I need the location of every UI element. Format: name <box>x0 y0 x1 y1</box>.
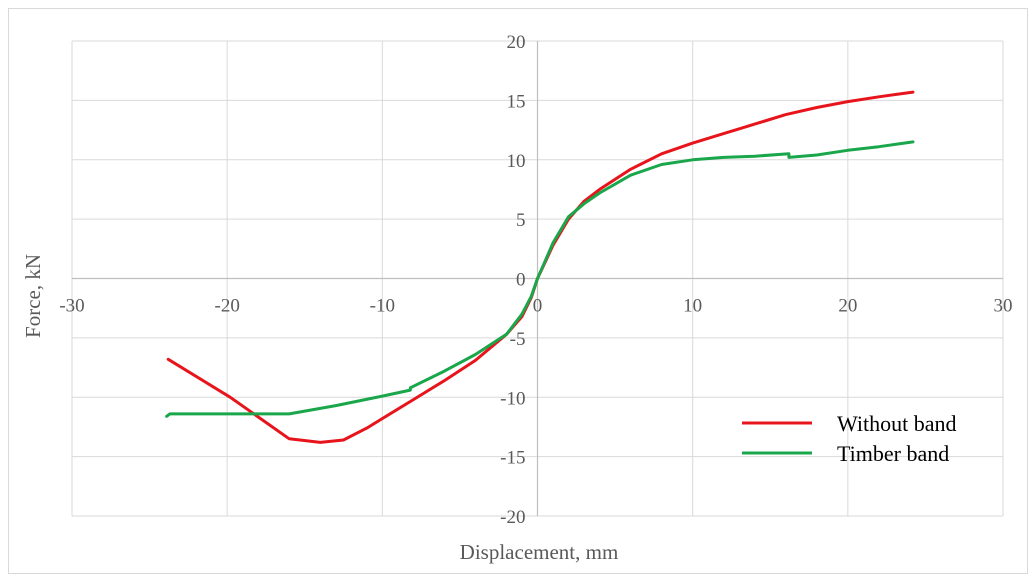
y-axis-title: Force, kN <box>21 254 45 338</box>
series-layer <box>165 90 915 444</box>
chart-frame <box>8 8 1028 574</box>
x-tick-label: -20 <box>215 296 240 317</box>
y-tick-label: -20 <box>500 507 525 528</box>
y-tick-label: 20 <box>507 32 526 53</box>
tick-labels: -30 -20 -10 0 10 20 30 -20 -15 -10 -5 0 5 10 15 20 <box>59 32 1012 528</box>
x-tick-label: 20 <box>838 296 857 317</box>
x-tick-label: -10 <box>370 296 395 317</box>
y-tick-label: 15 <box>507 91 526 112</box>
legend-label-timber-band: Timber band <box>837 441 949 466</box>
series-line-without-band <box>166 90 915 444</box>
y-tick-label: 5 <box>516 210 526 231</box>
x-tick-label: 0 <box>533 296 543 317</box>
y-tick-label: -10 <box>500 388 525 409</box>
x-axis-title: Displacement, mm <box>460 540 619 564</box>
y-tick-label: -15 <box>500 448 525 469</box>
x-tick-label: 10 <box>683 296 702 317</box>
legend-label-without-band: Without band <box>837 411 957 436</box>
series-line-timber-band <box>165 140 915 418</box>
x-tick-label: 30 <box>994 296 1013 317</box>
y-tick-label: 10 <box>507 151 526 172</box>
y-tick-label: 0 <box>516 270 526 291</box>
legend: Without band Timber band <box>742 411 957 466</box>
y-tick-label: -5 <box>510 329 526 350</box>
x-tick-label: -30 <box>59 296 84 317</box>
